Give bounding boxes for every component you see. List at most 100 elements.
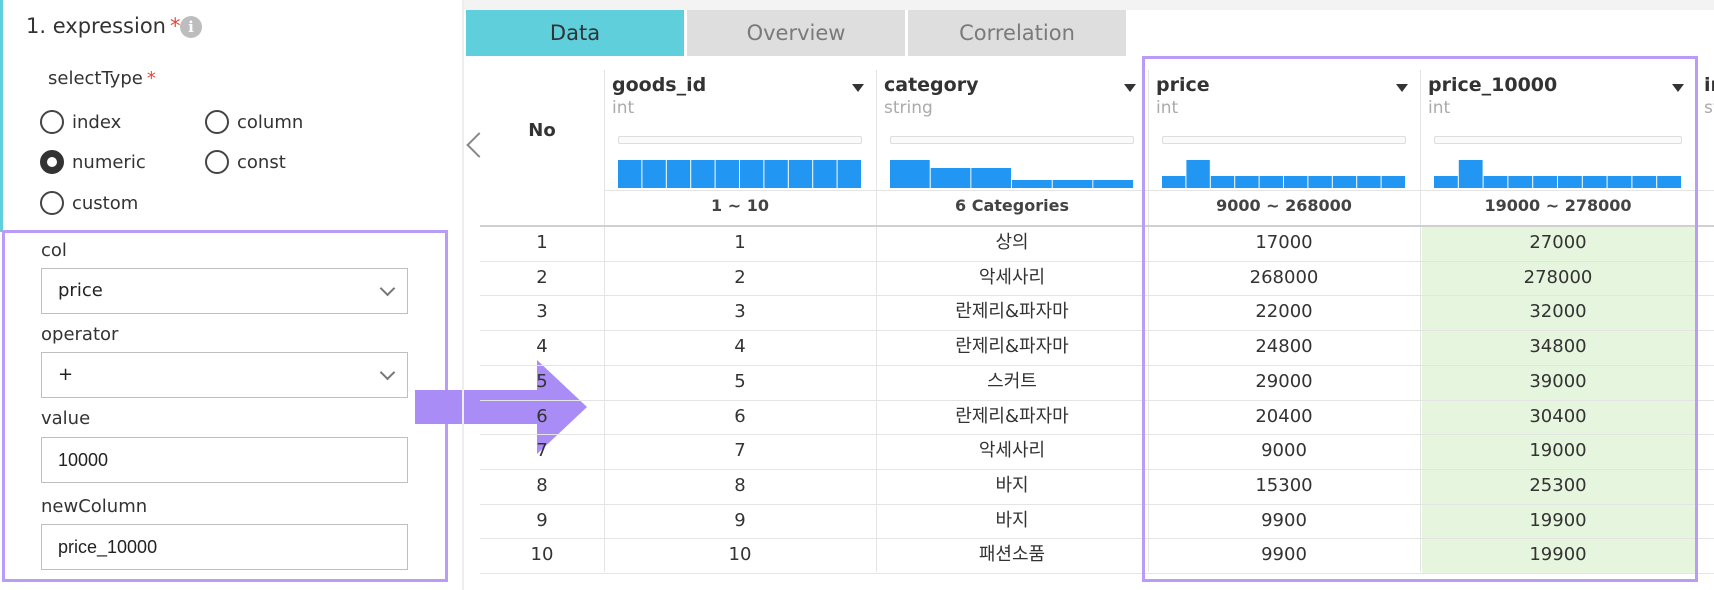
- table-cell: 268000: [1249, 267, 1319, 288]
- radio-label: custom: [72, 192, 139, 214]
- table-cell: 6: [734, 406, 746, 427]
- range-slider[interactable]: [1162, 136, 1406, 144]
- row-divider: [480, 434, 1714, 435]
- histogram-bar: [740, 160, 764, 188]
- chevron-down-icon: [379, 280, 396, 297]
- table-cell: 20400: [1255, 406, 1313, 427]
- panel-accent-bar: [0, 0, 3, 232]
- table-cell: 바지: [995, 475, 1029, 496]
- column-name: price: [1156, 74, 1210, 96]
- row-number: 4: [536, 336, 548, 357]
- operator-select[interactable]: +: [41, 352, 408, 398]
- radio-numeric[interactable]: numeric: [40, 150, 146, 174]
- tab-bar-background: [464, 0, 1714, 10]
- select-type-text: selectType: [48, 68, 143, 89]
- histogram-bar: [1458, 160, 1483, 188]
- histogram-bar: [890, 160, 930, 188]
- histogram-bar: [691, 160, 715, 188]
- no-column-header: No: [528, 120, 556, 141]
- column-header-in[interactable]: inst: [1696, 70, 1714, 190]
- histogram-bar: [1533, 176, 1557, 188]
- column-header-category[interactable]: category string: [876, 70, 1148, 190]
- table-cell: 3: [734, 301, 746, 322]
- chevron-down-icon: [379, 364, 396, 381]
- column-type: string: [884, 98, 933, 118]
- tab-overview[interactable]: Overview: [687, 10, 905, 56]
- histogram-bar: [1162, 176, 1186, 188]
- new-column-input[interactable]: [41, 524, 408, 570]
- table-cell: 17000: [1255, 232, 1313, 253]
- column-type: int: [1156, 98, 1179, 118]
- histogram-bar: [1052, 180, 1093, 188]
- tab-data[interactable]: Data: [466, 10, 684, 56]
- table-cell: 32000: [1529, 301, 1587, 322]
- sort-dropdown-icon[interactable]: [1672, 84, 1684, 92]
- table-cell: 9000: [1261, 440, 1307, 461]
- info-icon[interactable]: i: [180, 16, 202, 38]
- table-cell: 5: [734, 371, 746, 392]
- row-number: 10: [530, 544, 554, 565]
- histogram-bar: [642, 160, 666, 188]
- histogram-bar: [764, 160, 788, 188]
- histogram-bar: [1357, 176, 1381, 188]
- table-cell: 9900: [1261, 544, 1307, 565]
- row-number: 3: [536, 301, 548, 322]
- radio-circle-checked[interactable]: [40, 150, 64, 174]
- table-cell: 19900: [1529, 544, 1587, 565]
- column-type: st: [1704, 98, 1714, 118]
- new-column-label: newColumn: [41, 496, 148, 517]
- table-cell: 39000: [1529, 371, 1587, 392]
- radio-circle[interactable]: [40, 110, 64, 134]
- radio-custom[interactable]: custom: [40, 191, 138, 215]
- section-title: 1. expression *: [26, 14, 181, 38]
- table-cell: 8: [734, 475, 746, 496]
- histogram-bar: [837, 160, 861, 188]
- table-cell: 4: [734, 336, 746, 357]
- radio-const[interactable]: const: [205, 150, 286, 174]
- radio-column[interactable]: column: [205, 110, 303, 134]
- radio-label: const: [237, 151, 286, 173]
- column-header-price[interactable]: price int: [1148, 70, 1420, 190]
- range-slider[interactable]: [1434, 136, 1682, 144]
- row-number: 6: [536, 406, 548, 427]
- table-cell: 15300: [1255, 475, 1313, 496]
- table-cell: 패션소품: [978, 544, 1046, 565]
- body-top-line: [480, 225, 1714, 227]
- column-header-goods-id[interactable]: goods_id int: [604, 70, 876, 190]
- row-divider: [480, 573, 1714, 574]
- radio-index[interactable]: index: [40, 110, 121, 134]
- column-divider: [1148, 70, 1149, 572]
- radio-circle[interactable]: [40, 191, 64, 215]
- row-number: 5: [536, 371, 548, 392]
- radio-label: index: [72, 111, 122, 133]
- histogram-bar: [1582, 176, 1607, 188]
- range-slider[interactable]: [890, 136, 1134, 144]
- tab-correlation[interactable]: Correlation: [908, 10, 1126, 56]
- table-cell: 22000: [1255, 301, 1313, 322]
- histogram-bar: [1657, 176, 1681, 188]
- radio-circle[interactable]: [205, 110, 229, 134]
- table-cell: 29000: [1255, 371, 1313, 392]
- sort-dropdown-icon[interactable]: [1396, 84, 1408, 92]
- value-input[interactable]: [41, 437, 408, 483]
- histogram-bar: [1284, 176, 1308, 188]
- row-divider: [480, 504, 1714, 505]
- histogram-bar: [618, 160, 642, 188]
- panel-divider: [462, 0, 464, 590]
- histogram-bar: [715, 160, 739, 188]
- sort-dropdown-icon[interactable]: [1124, 84, 1136, 92]
- table-cell: 9: [734, 510, 746, 531]
- column-histogram: [890, 160, 1133, 188]
- radio-circle[interactable]: [205, 150, 229, 174]
- column-range-label: 19000 ~ 278000: [1484, 196, 1632, 215]
- col-select[interactable]: price: [41, 268, 408, 314]
- operator-label: operator: [41, 324, 119, 345]
- histogram-bar: [1235, 176, 1259, 188]
- column-name: goods_id: [612, 74, 707, 96]
- histogram-bar: [1332, 176, 1357, 188]
- table-cell: 19900: [1529, 510, 1587, 531]
- range-slider[interactable]: [618, 136, 862, 144]
- sort-dropdown-icon[interactable]: [852, 84, 864, 92]
- column-header-price-10000[interactable]: price_10000 int: [1420, 70, 1696, 190]
- required-mark: *: [146, 68, 156, 89]
